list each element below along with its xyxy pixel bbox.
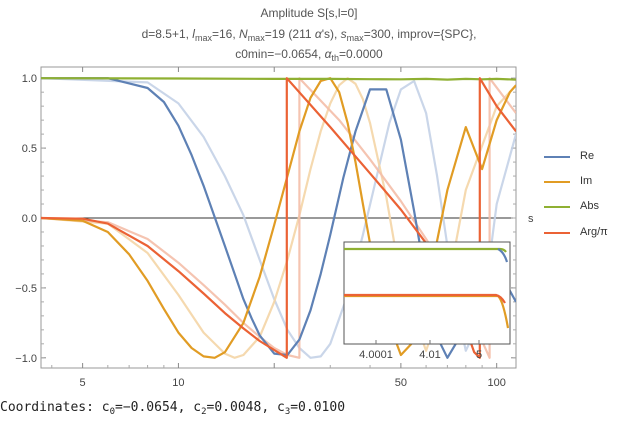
x-tick-label: 50 (395, 377, 407, 389)
inset-frame (343, 241, 511, 345)
legend-swatch (544, 232, 570, 234)
plot-area: s −1.0 −0.5 0.0 0.5 1.0 5 10 50 100 4.0001 4.01 5 (15, 66, 534, 389)
param-s-symbol: s (340, 27, 347, 41)
chart-subtitle-thresholds: c0min=−0.0654, αth=0.0000 (0, 47, 618, 63)
param-n-tail: 's), (321, 27, 341, 41)
legend-label: Abs (580, 200, 599, 212)
param-alpha-th-subscript: th (331, 53, 340, 63)
coord-c0-subscript: 0 (109, 407, 115, 417)
coord-c2-symbol: c (193, 400, 202, 415)
inset-line-arg (344, 293, 506, 304)
x-axis-label: s (528, 213, 534, 225)
param-n-subscript: max (247, 33, 265, 43)
chart-subtitle-parameters: d=8.5+1, lmax=16, Nmax=19 (211 α's), sma… (0, 27, 618, 43)
inset-x-tick-label: 4.01 (419, 349, 440, 361)
param-n-symbol: N (239, 27, 248, 41)
coord-c0-symbol: c (101, 400, 110, 415)
legend-swatch (544, 206, 570, 208)
inset-x-tick-label: 5 (476, 349, 482, 361)
figure: Amplitude S[s,l=0] d=8.5+1, lmax=16, Nma… (0, 6, 618, 389)
y-tick-label: 0.5 (22, 143, 37, 155)
param-s-value: =300, improv={SPC}, (363, 27, 477, 41)
param-s-subscript: max (346, 33, 364, 43)
coord-c3-value: =0.0100 (290, 400, 346, 415)
inset-x-tick-label: 4.0001 (359, 349, 393, 361)
param-alpha-th-symbol: α (324, 47, 332, 61)
coordinates-label: Coordinates: (0, 400, 102, 415)
coord-c2-value: =0.0048 (206, 400, 262, 415)
coord-c3-subscript: 3 (284, 407, 291, 417)
inset-line-re (497, 248, 509, 263)
coordinates-readout: Coordinates: c0=−0.0654, c2=0.0048, c3=0… (0, 400, 346, 417)
x-tick-label: 10 (172, 377, 184, 389)
coord-c2-subscript: 2 (201, 407, 207, 417)
coord-c0-value: =−0.0654 (115, 400, 178, 415)
y-tick-label: 1.0 (22, 73, 37, 85)
param-l-value: =16, (211, 27, 240, 41)
legend-swatch (544, 181, 570, 183)
series-line-abs (41, 77, 516, 81)
legend-label: Re (580, 150, 595, 162)
legend-label: Arg/π (580, 226, 608, 238)
chart-title: Amplitude S[s,l=0] (260, 6, 358, 20)
series-line-arg (41, 77, 516, 359)
param-alpha-th-value: =0.0000 (339, 47, 383, 61)
param-alpha-symbol: α (314, 27, 322, 41)
param-n-value: =19 (211 (264, 27, 315, 41)
param-d: d=8.5+1, (141, 27, 193, 41)
x-tick-label: 5 (80, 377, 86, 389)
legend-swatch (544, 156, 570, 158)
coord-c3-symbol: c (276, 400, 285, 415)
y-tick-label: 0.0 (22, 213, 37, 225)
y-tick-label: −0.5 (15, 283, 37, 295)
x-tick-label: 100 (488, 377, 506, 389)
y-tick-label: −1.0 (15, 353, 37, 365)
param-l-subscript: max (194, 33, 212, 43)
legend-label: Im (580, 175, 593, 187)
param-l-symbol: l (192, 27, 195, 41)
param-c0min: c0min=−0.0654, (235, 47, 325, 61)
